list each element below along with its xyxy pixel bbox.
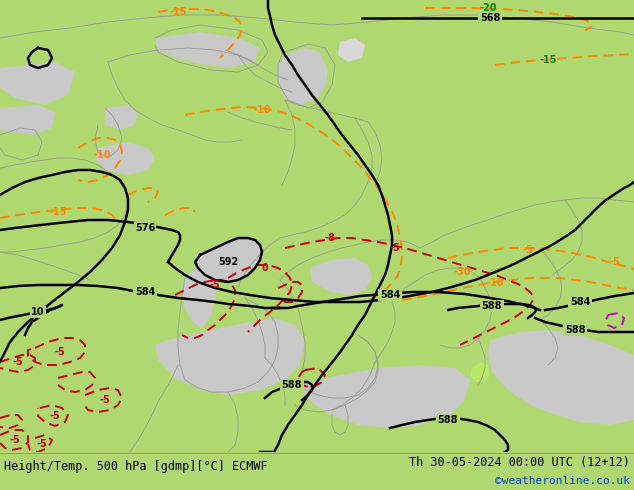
Polygon shape (300, 365, 470, 428)
Text: 588: 588 (437, 415, 458, 425)
Text: -5: -5 (55, 347, 65, 357)
Text: -20: -20 (479, 3, 497, 13)
Text: -5: -5 (100, 395, 110, 405)
Text: 576: 576 (135, 223, 155, 233)
Polygon shape (195, 238, 262, 282)
Polygon shape (182, 262, 218, 328)
Text: -8: -8 (325, 233, 335, 243)
Text: -5: -5 (37, 439, 48, 449)
Polygon shape (470, 362, 490, 382)
Text: -5: -5 (522, 245, 533, 255)
Text: -10: -10 (93, 150, 111, 160)
Text: -15: -15 (540, 55, 557, 65)
Polygon shape (310, 258, 372, 295)
Text: -30: -30 (453, 267, 471, 277)
Text: 584: 584 (380, 290, 400, 300)
Text: 588: 588 (281, 380, 302, 390)
Polygon shape (338, 38, 365, 62)
Text: 588: 588 (482, 301, 502, 311)
Text: 584: 584 (135, 287, 155, 297)
Polygon shape (222, 345, 280, 388)
Polygon shape (96, 142, 155, 175)
Text: -15: -15 (49, 207, 67, 217)
Text: 568: 568 (480, 13, 500, 23)
Text: -5: -5 (10, 435, 20, 445)
Text: 10: 10 (31, 307, 45, 317)
Text: -15: -15 (169, 7, 187, 17)
Text: -5: -5 (390, 243, 401, 253)
Text: 0: 0 (262, 263, 268, 273)
Polygon shape (387, 375, 402, 392)
Text: Th 30-05-2024 00:00 UTC (12+12): Th 30-05-2024 00:00 UTC (12+12) (409, 456, 630, 469)
Text: Height/Temp. 500 hPa [gdmp][°C] ECMWF: Height/Temp. 500 hPa [gdmp][°C] ECMWF (4, 460, 268, 473)
Polygon shape (278, 48, 328, 105)
Polygon shape (105, 105, 138, 130)
Text: -5: -5 (610, 257, 621, 267)
Text: -5: -5 (210, 280, 221, 290)
Text: ©weatheronline.co.uk: ©weatheronline.co.uk (495, 475, 630, 486)
Polygon shape (155, 32, 260, 68)
Polygon shape (155, 318, 305, 395)
Text: -5: -5 (49, 411, 60, 421)
Text: -10: -10 (253, 105, 271, 115)
Text: 592: 592 (218, 257, 238, 267)
Polygon shape (488, 330, 634, 425)
Text: -10: -10 (486, 278, 504, 288)
Text: -5: -5 (13, 357, 23, 367)
Text: 588: 588 (565, 325, 585, 335)
Polygon shape (0, 105, 55, 135)
Polygon shape (0, 62, 75, 105)
Text: 584: 584 (570, 297, 590, 307)
